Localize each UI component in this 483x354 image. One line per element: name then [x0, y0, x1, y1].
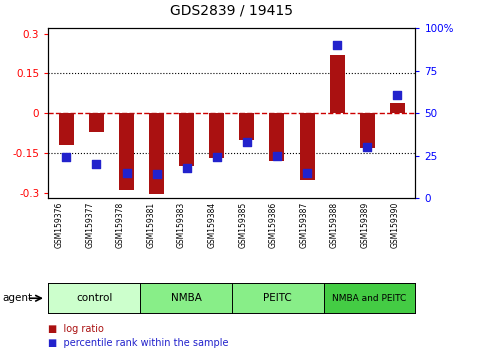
- Bar: [240, 113, 255, 140]
- Point: [153, 172, 160, 177]
- Point: [333, 42, 341, 48]
- Text: NMBA and PEITC: NMBA and PEITC: [332, 294, 407, 303]
- Text: GSM159381: GSM159381: [146, 202, 156, 248]
- Text: PEITC: PEITC: [263, 293, 292, 303]
- Text: GSM159384: GSM159384: [208, 202, 216, 248]
- Bar: [390, 103, 405, 113]
- Text: GSM159389: GSM159389: [360, 202, 369, 248]
- Bar: [360, 113, 375, 148]
- Text: GSM159386: GSM159386: [269, 202, 278, 248]
- Bar: [119, 113, 134, 190]
- Point: [394, 92, 401, 97]
- Text: ■  percentile rank within the sample: ■ percentile rank within the sample: [48, 338, 229, 348]
- Bar: [299, 113, 314, 180]
- Text: agent: agent: [2, 293, 32, 303]
- Text: control: control: [76, 293, 113, 303]
- Point: [243, 139, 251, 145]
- Text: GSM159385: GSM159385: [238, 202, 247, 248]
- Bar: [59, 113, 74, 145]
- Text: GSM159376: GSM159376: [55, 202, 64, 248]
- Text: GSM159390: GSM159390: [391, 202, 400, 248]
- Bar: [89, 113, 104, 132]
- Point: [213, 155, 221, 160]
- Bar: [179, 113, 194, 166]
- Point: [273, 153, 281, 159]
- Bar: [270, 113, 284, 161]
- Point: [183, 165, 191, 171]
- Point: [363, 144, 371, 150]
- Text: GSM159377: GSM159377: [85, 202, 94, 248]
- Text: GSM159383: GSM159383: [177, 202, 186, 248]
- Point: [303, 170, 311, 176]
- Text: GDS2839 / 19415: GDS2839 / 19415: [170, 4, 293, 18]
- Text: GSM159388: GSM159388: [330, 202, 339, 248]
- Text: ■  log ratio: ■ log ratio: [48, 324, 104, 333]
- Text: GSM159378: GSM159378: [116, 202, 125, 248]
- Bar: [209, 113, 224, 159]
- Point: [123, 170, 130, 176]
- Point: [93, 161, 100, 167]
- Bar: [149, 113, 164, 194]
- Point: [62, 155, 70, 160]
- Bar: [329, 55, 345, 113]
- Text: NMBA: NMBA: [170, 293, 201, 303]
- Text: GSM159387: GSM159387: [299, 202, 308, 248]
